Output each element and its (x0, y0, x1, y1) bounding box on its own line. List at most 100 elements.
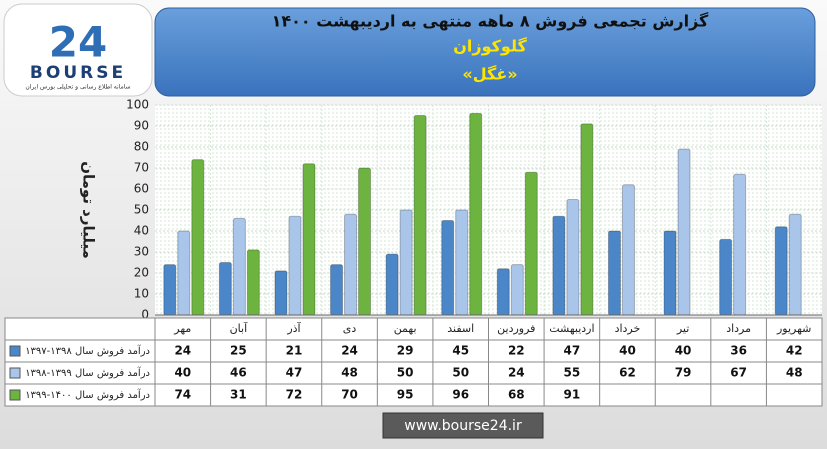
x-tick-label: شهریور (776, 322, 811, 335)
value-label: 79 (675, 366, 692, 380)
bar (385, 253, 399, 316)
bar (288, 215, 302, 316)
x-tick-label: فروردین (497, 322, 535, 335)
value-label: 21 (286, 344, 303, 358)
y-tick-label: 90 (134, 119, 149, 133)
value-label: 24 (341, 344, 358, 358)
y-tick-label: 20 (134, 266, 149, 280)
value-label: 40 (174, 366, 191, 380)
bar (330, 264, 344, 316)
bar (663, 230, 677, 316)
value-label: 50 (397, 366, 414, 380)
bar (677, 148, 691, 316)
logo-box (3, 3, 153, 97)
bar (163, 264, 177, 316)
chart-subtitle: گلوکوزان (453, 37, 527, 56)
bar (733, 173, 747, 316)
value-label: 36 (730, 344, 747, 358)
bar (218, 262, 232, 316)
value-label: 67 (730, 366, 747, 380)
x-tick-label: آذر (286, 321, 301, 335)
value-label: 29 (397, 344, 414, 358)
legend-swatch (9, 367, 21, 379)
value-label: 91 (564, 388, 581, 402)
bar (524, 171, 538, 316)
bar (621, 184, 635, 316)
logo-tagline: سامانه اطلاع رسانی و تحلیلی بورس ایران (25, 84, 130, 91)
value-label: 22 (508, 344, 525, 358)
bar (232, 217, 246, 316)
value-label: 42 (786, 344, 803, 358)
value-label: 40 (675, 344, 692, 358)
bar (177, 230, 191, 316)
x-tick-label: اردیبهشت (549, 322, 594, 335)
bar (496, 268, 510, 316)
value-label: 68 (508, 388, 525, 402)
logo-mark: 24 (49, 18, 107, 67)
value-label: 48 (341, 366, 358, 380)
bar (469, 112, 483, 316)
bar (344, 213, 358, 316)
value-label: 24 (508, 366, 525, 380)
bar (607, 230, 621, 316)
footer: www.bourse24.ir (404, 418, 522, 434)
value-label: 48 (786, 366, 803, 380)
bar (302, 163, 316, 316)
bar (399, 209, 413, 316)
header (154, 7, 816, 97)
value-label: 47 (564, 344, 581, 358)
value-label: 74 (174, 388, 191, 402)
y-tick-label: 10 (134, 287, 149, 301)
value-label: 70 (341, 388, 358, 402)
bar (191, 159, 205, 316)
bar (246, 249, 260, 316)
value-label: 25 (230, 344, 247, 358)
legend-swatch (9, 389, 21, 401)
bar (580, 123, 594, 316)
x-tick-label: اسفند (447, 322, 474, 335)
value-label: 46 (230, 366, 247, 380)
bar (441, 220, 455, 316)
x-tick-label: مهر (173, 322, 191, 335)
y-tick-label: 30 (134, 245, 149, 259)
y-tick-label: 40 (134, 224, 149, 238)
y-tick-label: 70 (134, 161, 149, 175)
x-tick-label: آبان (230, 321, 248, 335)
x-tick-label: تیر (676, 322, 689, 335)
value-label: 45 (452, 344, 469, 358)
value-label: 31 (230, 388, 247, 402)
x-tick-label: مرداد (726, 322, 751, 335)
bar (774, 226, 788, 316)
bar (274, 270, 288, 316)
value-label: 95 (397, 388, 414, 402)
x-tick-label: دی (343, 322, 357, 335)
footer-box (382, 412, 544, 439)
legend-swatch (9, 345, 21, 357)
bar (552, 215, 566, 316)
logo-name: BOURSE (30, 63, 126, 83)
value-label: 96 (452, 388, 469, 402)
legend-label: درآمد فروش سال ۱۳۹۸-۱۳۹۷ (25, 344, 150, 357)
y-axis-label: میلیارد تومان (80, 161, 98, 259)
y-tick-label: 100 (126, 98, 149, 112)
bar (788, 213, 802, 316)
value-label: 40 (619, 344, 636, 358)
bar (566, 199, 580, 316)
x-tick-label: بهمن (394, 322, 417, 335)
legend-label: درآمد فروش سال ۱۴۰۰-۱۳۹۹ (25, 388, 150, 401)
bar (358, 167, 372, 316)
bar (510, 264, 524, 316)
value-label: 72 (286, 388, 303, 402)
bar (413, 115, 427, 316)
value-label: 55 (564, 366, 581, 380)
y-tick-label: 80 (134, 140, 149, 154)
value-label: 47 (286, 366, 303, 380)
bar (455, 209, 469, 316)
legend-label: درآمد فروش سال ۱۳۹۹-۱۳۹۸ (25, 366, 150, 379)
bar (719, 238, 733, 316)
value-label: 50 (452, 366, 469, 380)
symbol: «غگل» (462, 65, 517, 84)
y-tick-label: 60 (134, 182, 149, 196)
value-label: 62 (619, 366, 636, 380)
value-label: 24 (174, 344, 191, 358)
